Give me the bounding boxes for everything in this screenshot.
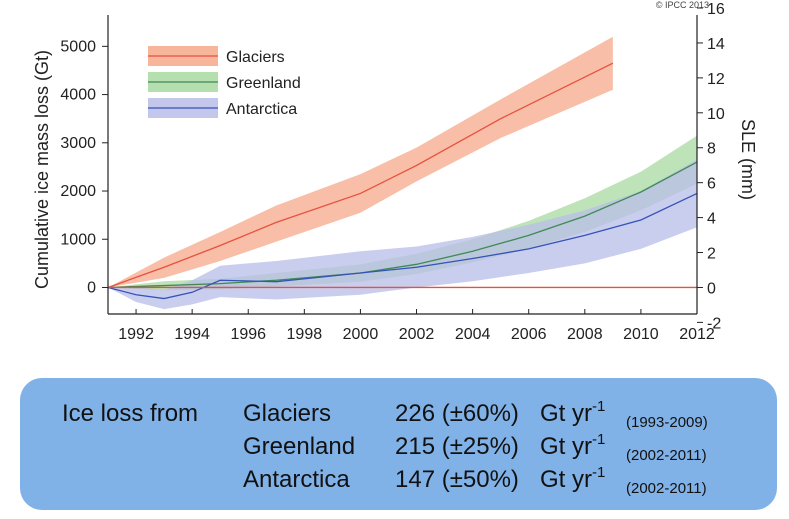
tick-labels: 1992 1994 1996 1998 2000 2002 2004 2006 2008 2010…	[60, 1, 724, 343]
chart-legend: Glaciers Greenland Antarctica	[148, 46, 301, 118]
summary-period: (2002-2011)	[626, 480, 707, 497]
y-tick-label: 3000	[60, 135, 96, 152]
uncertainty-bands	[108, 36, 697, 310]
x-tick-label: 2008	[567, 326, 603, 343]
y2-tick-label: 4	[707, 211, 716, 228]
summary-name: Greenland	[243, 433, 356, 460]
legend-label-antarctica: Antarctica	[226, 101, 297, 118]
x-tick-label: 1996	[230, 326, 266, 343]
y-tick-label: 4000	[60, 87, 96, 104]
band-glaciers	[108, 36, 613, 288]
y2-tick-label: 10	[707, 106, 725, 123]
x-tick-label: 1998	[287, 326, 323, 343]
y2-tick-label: 12	[707, 71, 725, 88]
legend-label-greenland: Greenland	[226, 75, 301, 92]
y-tick-label: 0	[87, 279, 96, 296]
line-greenland	[107, 161, 698, 289]
x-tick-label: 2002	[399, 326, 435, 343]
summary-row-greenland: Greenland 215 (±25%) Gt yr-1 (2002-2011)	[20, 431, 777, 469]
summary-value: 215 (±25%)	[395, 433, 519, 460]
x-tick-label: 2004	[455, 326, 491, 343]
summary-value: 226 (±60%)	[395, 400, 519, 427]
y2-tick-label: 2	[707, 246, 716, 263]
x-tick-label: 2006	[511, 326, 547, 343]
y-tick-label: 2000	[60, 183, 96, 200]
chart-axes	[102, 7, 703, 323]
line-antarctica	[107, 192, 698, 300]
line-glaciers	[107, 62, 614, 289]
series-lines	[107, 62, 698, 300]
y2-tick-label: 8	[707, 141, 716, 158]
summary-name: Antarctica	[243, 466, 350, 493]
copyright-note: © IPCC 2013	[655, 0, 709, 10]
x-tick-label: 2000	[343, 326, 379, 343]
ice-loss-summary: Ice loss from Glaciers 226 (±60%) Gt yr-…	[20, 378, 777, 510]
summary-unit: Gt yr-1	[540, 431, 606, 460]
summary-unit: Gt yr-1	[540, 464, 606, 493]
y-axis-label: Cumulative ice mass loss (Gt)	[32, 50, 52, 289]
x-tick-label: 2010	[623, 326, 659, 343]
x-tick-label: 1994	[174, 326, 210, 343]
secondary-y-axis-label: SLE (mm)	[738, 119, 758, 200]
x-tick-label: 2012	[679, 326, 715, 343]
y2-tick-label: -2	[707, 315, 721, 332]
summary-name: Glaciers	[243, 400, 332, 427]
y2-tick-label: 16	[707, 1, 725, 18]
ice-mass-loss-chart: 1992 1994 1996 1998 2000 2002 2004 2006 2008 2010…	[32, 1, 758, 343]
y-tick-label: 5000	[60, 38, 96, 55]
band-antarctica	[108, 159, 697, 310]
summary-row-antarctica: Antarctica 147 (±50%) Gt yr-1 (2002-2011…	[20, 464, 777, 502]
y2-tick-label: 6	[707, 176, 716, 193]
y2-tick-label: 14	[707, 36, 725, 53]
summary-unit: Gt yr-1	[540, 398, 606, 427]
summary-prefix: Ice loss from	[62, 400, 199, 427]
legend-label-glaciers: Glaciers	[226, 49, 285, 66]
summary-value: 147 (±50%)	[395, 466, 519, 493]
summary-period: (2002-2011)	[626, 447, 707, 464]
y2-tick-label: 0	[707, 280, 716, 297]
x-tick-label: 1992	[118, 326, 154, 343]
summary-period: (1993-2009)	[626, 414, 708, 431]
y-tick-label: 1000	[60, 231, 96, 248]
summary-row-glaciers: Ice loss from Glaciers 226 (±60%) Gt yr-…	[20, 398, 777, 436]
